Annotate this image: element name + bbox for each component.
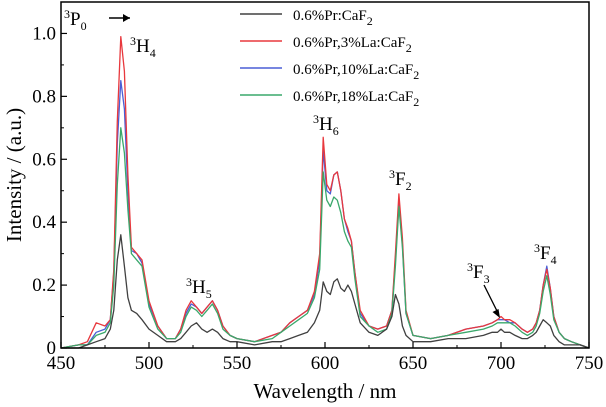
x-tick-label: 700 xyxy=(487,353,516,374)
label-3H6: 3H6 xyxy=(313,112,339,138)
series-line-3 xyxy=(60,127,590,349)
legend-label-1: 0.6%Pr,3%La:CaF2 xyxy=(293,35,412,55)
y-tick-label: 0.4 xyxy=(32,212,56,233)
legend-label-2-part: 0.6%Pr,10%La:CaF xyxy=(293,62,413,78)
label-3P0-part: 3 xyxy=(64,7,70,21)
arrow-3F3 xyxy=(483,284,499,314)
label-3F2-part: 2 xyxy=(406,179,412,193)
y-tick-label: 0.2 xyxy=(32,275,56,296)
label-3F3: 3F3 xyxy=(467,260,490,286)
label-3H6-part: 6 xyxy=(333,124,339,138)
label-3F4-part: F xyxy=(540,243,551,264)
y-tick-label: 0.6 xyxy=(32,149,56,170)
x-tick-label: 450 xyxy=(47,353,76,374)
label-3P0-part: 0 xyxy=(81,19,87,33)
label-3H4-part: 3 xyxy=(130,34,136,48)
legend-label-1-part: 2 xyxy=(406,41,412,55)
x-tick-label: 650 xyxy=(399,353,428,374)
legend-label-2-part: 2 xyxy=(413,68,419,82)
label-3H4: 3H4 xyxy=(130,34,156,60)
legend-label-1-part: 0.6%Pr,3%La:CaF xyxy=(293,35,406,51)
legend-label-2: 0.6%Pr,10%La:CaF2 xyxy=(293,62,419,82)
label-3H5-part: 5 xyxy=(206,287,212,301)
plot-lines xyxy=(60,35,590,349)
series-line-1 xyxy=(60,35,590,349)
x-tick-label: 500 xyxy=(135,353,164,374)
label-3H4-part: H xyxy=(136,36,150,57)
legend-label-3-part: 0.6%Pr,18%La:CaF xyxy=(293,89,413,105)
series-line-0 xyxy=(61,234,590,349)
label-3H4-part: 4 xyxy=(150,46,156,60)
label-3H5-part: H xyxy=(192,277,206,298)
label-3F2-part: F xyxy=(395,169,406,190)
legend-label-3: 0.6%Pr,18%La:CaF2 xyxy=(293,89,419,109)
label-3P0: 3P0 xyxy=(64,7,87,33)
label-3H6-part: 3 xyxy=(313,112,319,126)
label-3P0-part: P xyxy=(70,9,81,30)
label-3F4-part: 4 xyxy=(551,253,557,267)
x-axis-title: Wavelength / nm xyxy=(254,379,397,403)
label-3F2: 3F2 xyxy=(389,167,412,193)
y-tick-label: 0 xyxy=(47,338,57,359)
label-3F3-part: 3 xyxy=(484,272,490,286)
label-3F2-part: 3 xyxy=(389,167,395,181)
label-3F4: 3F4 xyxy=(534,241,557,267)
label-3F3-part: F xyxy=(473,262,484,283)
legend-label-3-part: 2 xyxy=(413,95,419,109)
legend-label-0-part: 0.6%Pr:CaF xyxy=(293,8,367,24)
legend: 0.6%Pr:CaF20.6%Pr,3%La:CaF20.6%Pr,10%La:… xyxy=(240,8,419,109)
y-axis-title: Intensity / (a.u.) xyxy=(2,108,26,242)
x-tick-label: 600 xyxy=(311,353,340,374)
label-3H5-part: 3 xyxy=(186,275,192,289)
label-3F4-part: 3 xyxy=(534,241,540,255)
label-3F3-part: 3 xyxy=(467,260,473,274)
arrowhead-3F3 xyxy=(492,309,500,318)
legend-label-0-part: 2 xyxy=(367,14,373,28)
x-tick-label: 550 xyxy=(223,353,252,374)
label-3H6-part: H xyxy=(319,114,333,135)
label-3H5: 3H5 xyxy=(186,275,212,301)
arrowhead-3P0 xyxy=(123,14,130,22)
legend-label-0: 0.6%Pr:CaF2 xyxy=(293,8,373,28)
y-tick-label: 0.8 xyxy=(32,86,56,107)
x-tick-label: 750 xyxy=(575,353,604,374)
y-tick-label: 1.0 xyxy=(32,23,56,44)
